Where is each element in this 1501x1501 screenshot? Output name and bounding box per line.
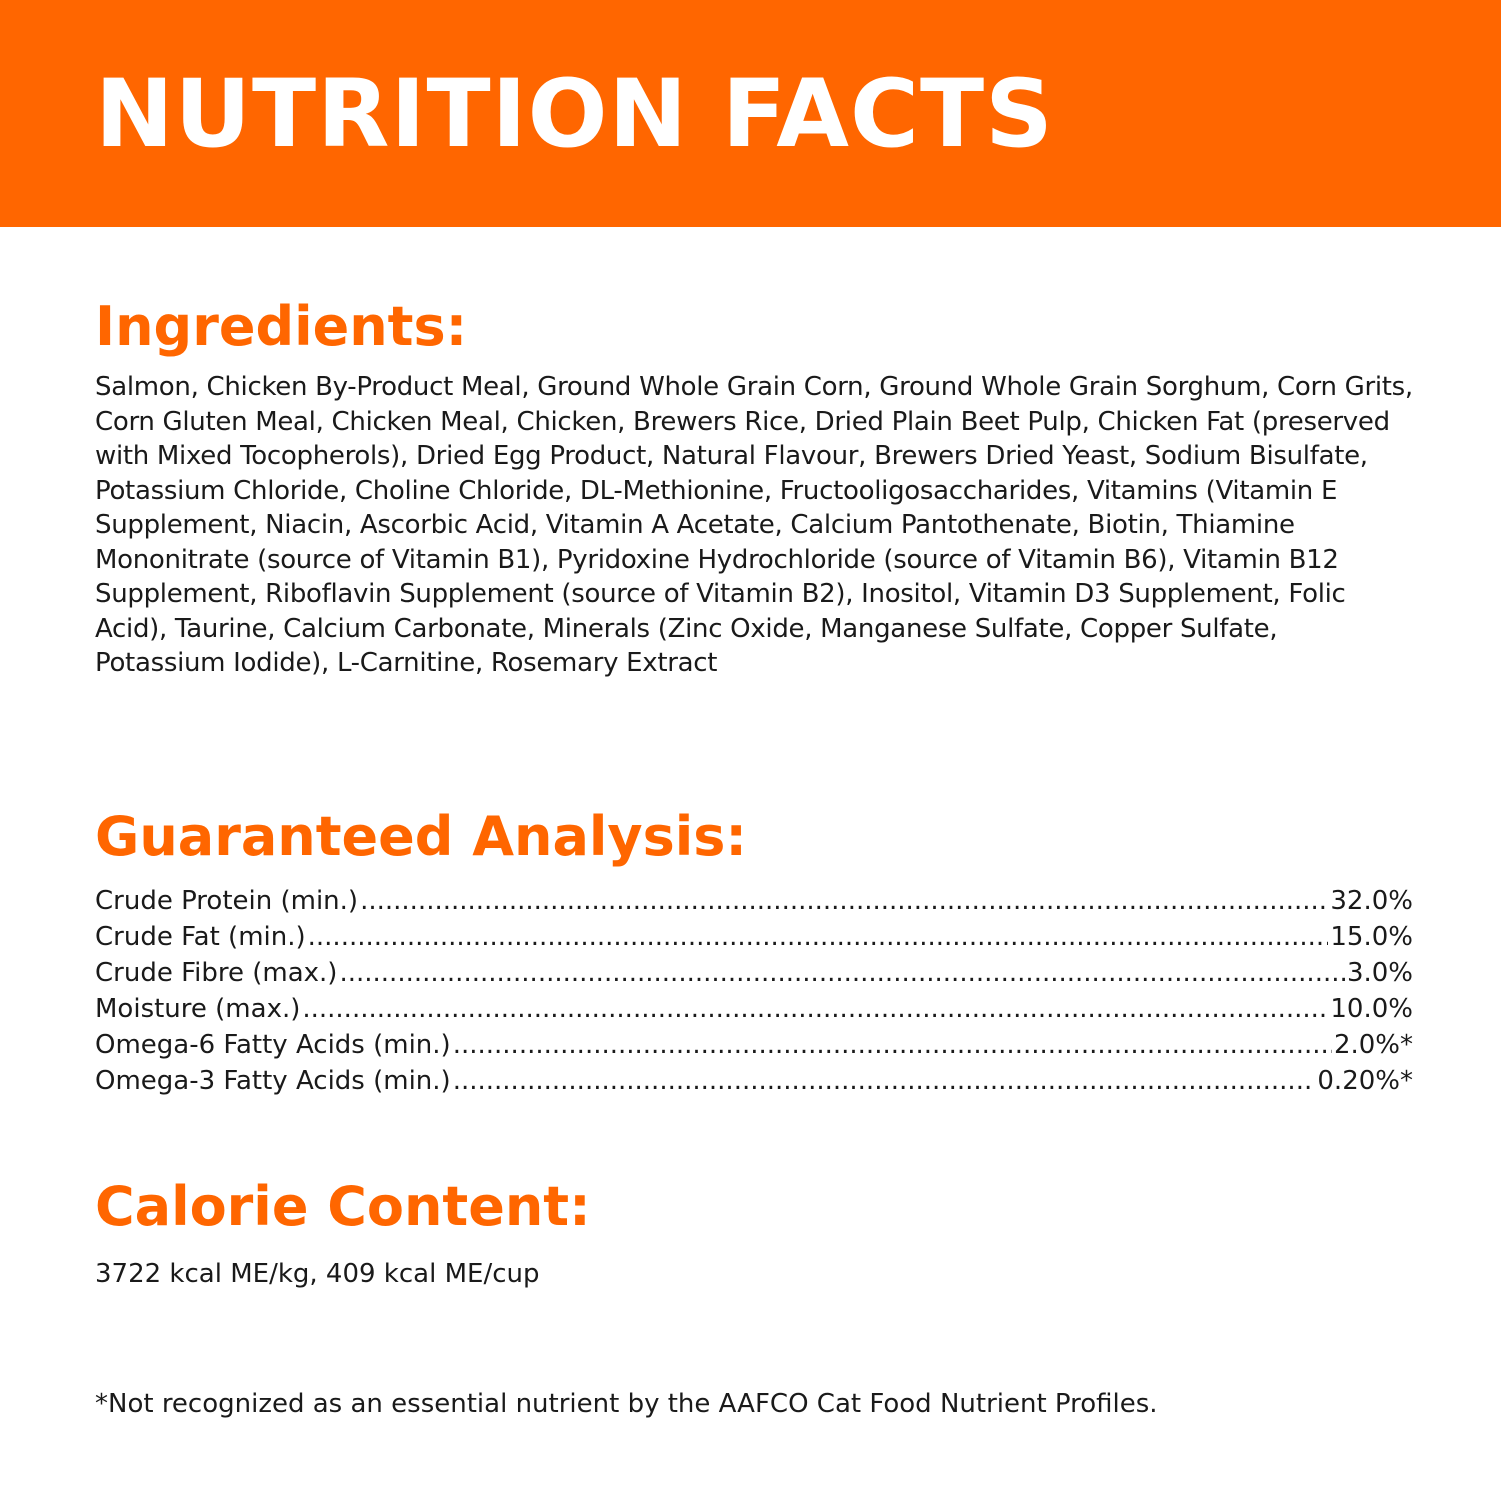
analysis-row: Moisture (max.) 10.0% [95, 991, 1413, 1027]
header-banner: NUTRITION FACTS [0, 0, 1501, 227]
dotted-leader [339, 955, 1344, 991]
analysis-label: Crude Protein (min.) [95, 886, 359, 916]
footnote: *Not recognized as an essential nutrient… [95, 1389, 1158, 1419]
analysis-row: Crude Fat (min.) 15.0% [95, 919, 1413, 955]
analysis-value: 0.20%* [1317, 1066, 1413, 1096]
analysis-value: 10.0% [1330, 994, 1413, 1024]
analysis-label: Omega-6 Fatty Acids (min.) [95, 1030, 451, 1060]
analysis-value: 32.0% [1330, 886, 1413, 916]
analysis-heading: Guaranteed Analysis: [95, 805, 748, 868]
dotted-leader [453, 1027, 1332, 1063]
analysis-row: Crude Fibre (max.) 3.0% [95, 955, 1413, 991]
analysis-row: Omega-3 Fatty Acids (min.) 0.20%* [95, 1063, 1413, 1099]
calorie-text: 3722 kcal ME/kg, 409 kcal ME/cup [95, 1259, 540, 1289]
analysis-label: Omega-3 Fatty Acids (min.) [95, 1066, 451, 1096]
analysis-label: Crude Fibre (max.) [95, 958, 338, 988]
analysis-value: 15.0% [1330, 922, 1413, 952]
dotted-leader [302, 991, 1328, 1027]
dotted-leader [453, 1063, 1316, 1099]
analysis-list: Crude Protein (min.) 32.0% Crude Fat (mi… [95, 883, 1413, 1099]
calorie-heading: Calorie Content: [95, 1175, 591, 1238]
ingredients-heading: Ingredients: [95, 295, 468, 358]
analysis-row: Crude Protein (min.) 32.0% [95, 883, 1413, 919]
ingredients-text: Salmon, Chicken By-Product Meal, Ground … [95, 372, 1413, 678]
analysis-label: Moisture (max.) [95, 994, 301, 1024]
analysis-value: 2.0%* [1333, 1030, 1413, 1060]
analysis-value: 3.0% [1346, 958, 1413, 988]
dotted-leader [308, 919, 1329, 955]
analysis-row: Omega-6 Fatty Acids (min.) 2.0%* [95, 1027, 1413, 1063]
analysis-label: Crude Fat (min.) [95, 922, 306, 952]
dotted-leader [360, 883, 1328, 919]
page-title: NUTRITION FACTS [95, 60, 1054, 169]
